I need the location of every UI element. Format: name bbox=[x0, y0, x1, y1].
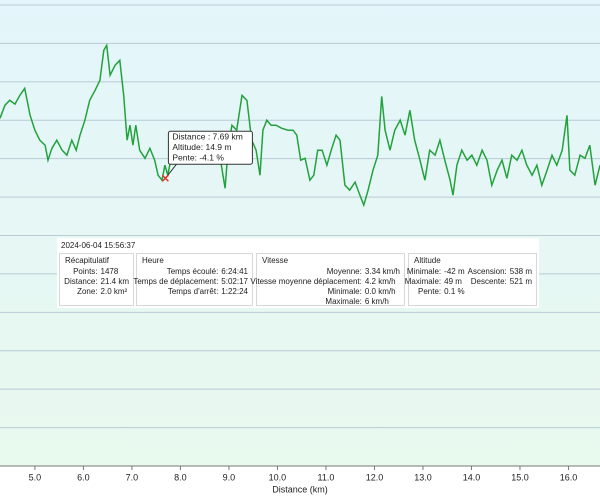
group-row: Minimale: 0.0 km/h bbox=[247, 287, 400, 297]
stat-label: Descente: bbox=[470, 277, 507, 286]
stat-value: 3.34 km/h bbox=[364, 267, 400, 276]
summary-group: Altitude Minimale: -42 m Ascension: 538 m Max… bbox=[405, 253, 537, 306]
stat-label: Distance: bbox=[64, 277, 98, 286]
stat-label: Pente: bbox=[418, 287, 442, 296]
group-table: Points: 1478 Distance: 21.4 km Zone: 2.0 km² bbox=[61, 267, 129, 297]
stat-label: Maximale: bbox=[404, 277, 442, 286]
group-row: Zone: 2.0 km² bbox=[61, 287, 129, 297]
axis-background bbox=[0, 466, 600, 496]
x-tick-label: 13.0 bbox=[414, 472, 432, 482]
summary-panel: 2024-06-04 15:56:37 Récapitulatif Points:… bbox=[57, 238, 539, 308]
stat-value: 0.0 km/h bbox=[364, 287, 396, 296]
group-table: Minimale: -42 m Ascension: 538 m Maximale: 49… bbox=[402, 267, 532, 297]
group-title: Récapitulatif bbox=[65, 256, 110, 265]
elevation-line bbox=[0, 42, 600, 208]
stat-value: 6 km/h bbox=[364, 297, 389, 306]
group-row: Temps écoulé: 6:24:41 bbox=[130, 267, 248, 277]
summary-group: Vitesse Moyenne: 3.34 km/h Vitesse moyenne … bbox=[250, 253, 405, 306]
group-title: Altitude bbox=[414, 256, 441, 265]
stat-label: Minimale: bbox=[327, 287, 362, 296]
group-row: Points: 1478 bbox=[61, 267, 129, 277]
tooltip-text: Distance : 7.69 km bbox=[172, 132, 242, 142]
group-table: Temps écoulé: 6:24:41 Temps de déplacement… bbox=[130, 267, 248, 297]
stat-value: 1478 bbox=[100, 267, 119, 276]
group-table: Moyenne: 3.34 km/h Vitesse moyenne déplace… bbox=[247, 267, 400, 307]
x-tick-label: 16.0 bbox=[560, 472, 578, 482]
x-tick-label: 9.0 bbox=[223, 472, 236, 482]
stat-label: Moyenne: bbox=[326, 267, 362, 276]
tooltip-text: Altitude: 14.9 m bbox=[172, 142, 231, 152]
tooltip-text: Pente: -4.1 % bbox=[172, 153, 224, 163]
stat-label: Maximale: bbox=[325, 297, 362, 306]
x-tick-label: 10.0 bbox=[269, 472, 287, 482]
stat-value: 2.0 km² bbox=[100, 287, 128, 296]
group-row: Maximale: 49 m Descente: 521 m bbox=[402, 277, 532, 287]
x-axis-label: Distance (km) bbox=[272, 484, 328, 494]
stat-value: 521 m bbox=[509, 277, 532, 286]
group-row: Minimale: -42 m Ascension: 538 m bbox=[402, 267, 532, 277]
stat-value: 538 m bbox=[509, 267, 532, 276]
group-row: Pente: 0.1 % bbox=[402, 287, 532, 297]
stat-value: 0.1 % bbox=[444, 287, 465, 296]
x-tick-label: 15.0 bbox=[511, 472, 529, 482]
stat-value: 5:02:17 bbox=[221, 277, 248, 286]
group-title: Heure bbox=[142, 256, 164, 265]
stat-value: 6:24:41 bbox=[221, 267, 248, 276]
x-tick-label: 7.0 bbox=[126, 472, 139, 482]
stat-value: 1:22:24 bbox=[221, 287, 248, 296]
summary-group: Récapitulatif Points: 1478 Distance: 21.4 km… bbox=[59, 253, 134, 306]
summary-date: 2024-06-04 15:56:37 bbox=[61, 241, 136, 250]
group-row: Moyenne: 3.34 km/h bbox=[247, 267, 400, 277]
stat-value: 49 m bbox=[444, 277, 462, 286]
x-tick-label: 14.0 bbox=[463, 472, 481, 482]
summary-group: Heure Temps écoulé: 6:24:41 Temps de déplac… bbox=[133, 253, 253, 306]
group-row: Temps de déplacement: 5:02:17 bbox=[130, 277, 248, 287]
stat-label: Temps de déplacement: bbox=[133, 277, 219, 286]
group-title: Vitesse bbox=[262, 256, 289, 265]
stat-value: -42 m bbox=[444, 267, 465, 276]
group-row: Vitesse moyenne déplacement: 4.2 km/h bbox=[247, 277, 400, 287]
x-tick-label: 12.0 bbox=[366, 472, 384, 482]
tooltip-box bbox=[167, 130, 253, 165]
x-tick-label: 6.0 bbox=[77, 472, 90, 482]
stat-label: Temps écoulé: bbox=[166, 267, 219, 276]
x-tick-label: 8.0 bbox=[174, 472, 187, 482]
tooltip-marker bbox=[161, 174, 169, 182]
stat-label: Zone: bbox=[77, 287, 98, 296]
stat-label: Vitesse moyenne déplacement: bbox=[250, 277, 362, 286]
stat-value: 21.4 km bbox=[100, 277, 129, 286]
x-tick-label: 11.0 bbox=[318, 472, 335, 482]
x-tick-label: 5.0 bbox=[29, 472, 42, 482]
group-row: Temps d'arrêt: 1:22:24 bbox=[130, 287, 248, 297]
plot-background bbox=[0, 0, 600, 466]
stat-label: Points: bbox=[73, 267, 98, 276]
group-row: Distance: 21.4 km bbox=[61, 277, 129, 287]
stat-label: Temps d'arrêt: bbox=[167, 287, 219, 296]
stat-label: Minimale: bbox=[406, 267, 442, 276]
stat-value: 4.2 km/h bbox=[364, 277, 396, 286]
stat-label: Ascension: bbox=[467, 267, 507, 276]
group-row: Maximale: 6 km/h bbox=[247, 297, 400, 307]
